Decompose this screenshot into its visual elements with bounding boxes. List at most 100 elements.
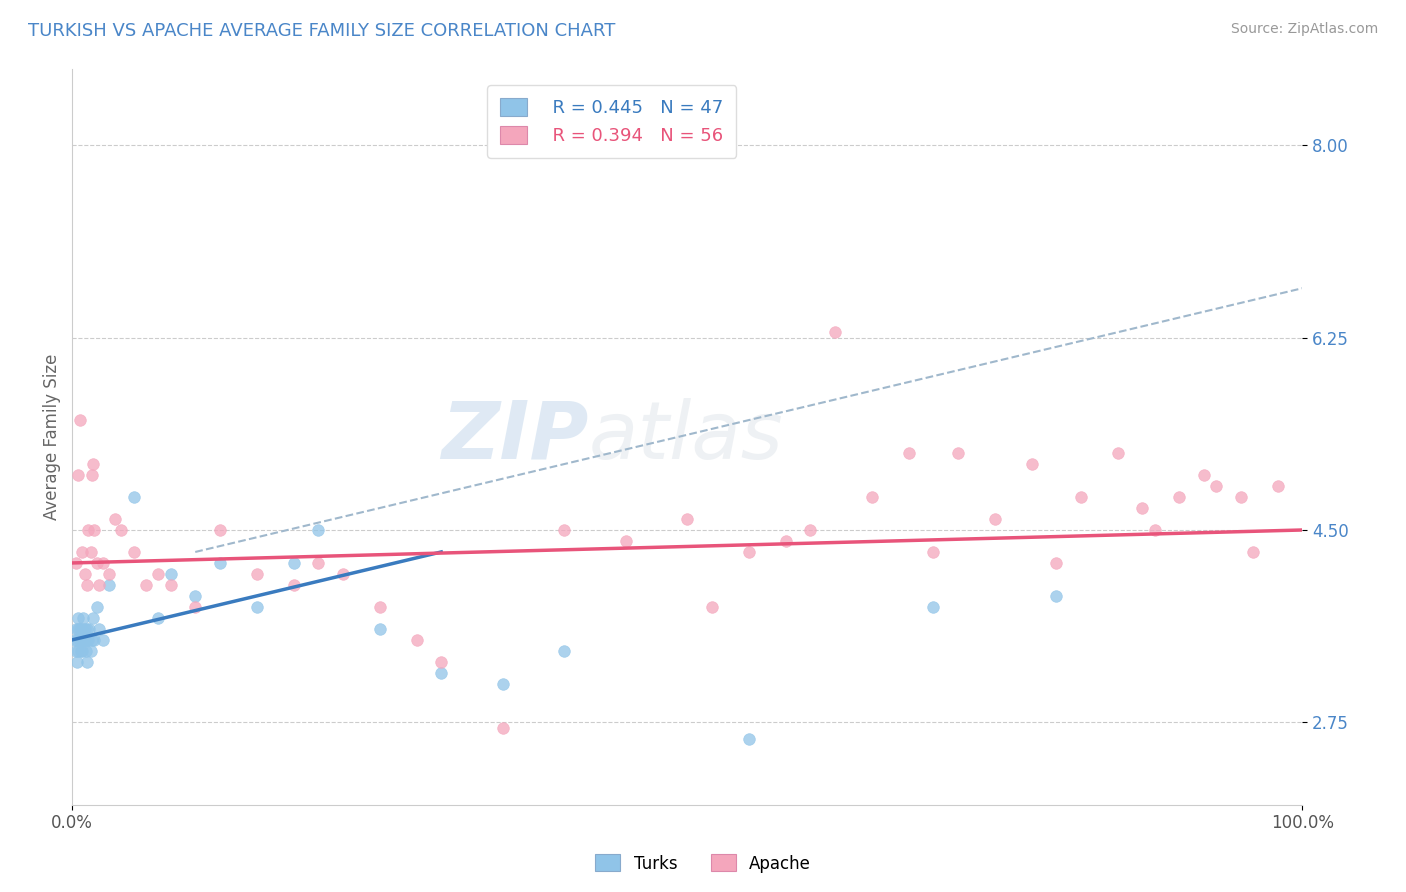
Point [66, 632, 89, 647]
Point [676, 512, 699, 526]
Point [69, 413, 91, 427]
Text: Source: ZipAtlas.com: Source: ZipAtlas.com [1230, 22, 1378, 37]
Point [73, 632, 96, 647]
Point [76, 578, 98, 592]
Point [492, 721, 515, 735]
Point [65, 622, 87, 636]
Point [148, 566, 170, 581]
Text: atlas: atlas [589, 398, 783, 475]
Point [824, 325, 846, 339]
Point [553, 644, 575, 658]
Point [159, 578, 181, 592]
Point [208, 556, 231, 570]
Point [91, 556, 114, 570]
Point [1107, 446, 1129, 460]
Point [91, 632, 114, 647]
Point [66, 655, 89, 669]
Point [614, 533, 637, 548]
Point [72, 632, 94, 647]
Point [283, 556, 305, 570]
Point [775, 533, 797, 548]
Point [82, 457, 104, 471]
Point [69, 632, 91, 647]
Point [65, 556, 87, 570]
Point [89, 578, 111, 592]
Point [98, 566, 121, 581]
Point [69, 644, 91, 658]
Point [368, 599, 391, 614]
Point [67, 468, 90, 483]
Y-axis label: Average Family Size: Average Family Size [44, 353, 60, 520]
Point [63, 632, 86, 647]
Point [430, 655, 453, 669]
Point [1021, 457, 1043, 471]
Point [405, 632, 427, 647]
Point [184, 599, 207, 614]
Point [738, 545, 761, 559]
Point [104, 512, 127, 526]
Point [1192, 468, 1215, 483]
Point [1130, 501, 1153, 516]
Point [86, 556, 108, 570]
Point [1045, 589, 1067, 603]
Point [332, 566, 354, 581]
Point [159, 566, 181, 581]
Point [67, 611, 90, 625]
Point [553, 523, 575, 537]
Point [135, 578, 157, 592]
Point [122, 545, 145, 559]
Point [69, 632, 91, 647]
Point [922, 545, 945, 559]
Point [1205, 479, 1227, 493]
Point [1168, 490, 1191, 504]
Point [307, 523, 329, 537]
Point [983, 512, 1005, 526]
Point [70, 644, 93, 658]
Point [79, 622, 101, 636]
Text: TURKISH VS APACHE AVERAGE FAMILY SIZE CORRELATION CHART: TURKISH VS APACHE AVERAGE FAMILY SIZE CO… [28, 22, 616, 40]
Point [80, 632, 103, 647]
Point [1267, 479, 1289, 493]
Point [65, 644, 87, 658]
Point [208, 523, 231, 537]
Point [148, 611, 170, 625]
Point [67, 622, 90, 636]
Point [1070, 490, 1092, 504]
Text: ZIP: ZIP [441, 398, 589, 475]
Point [1241, 545, 1264, 559]
Point [110, 523, 132, 537]
Point [89, 622, 111, 636]
Point [79, 644, 101, 658]
Point [75, 632, 97, 647]
Legend: Turks, Apache: Turks, Apache [589, 847, 817, 880]
Point [67, 644, 90, 658]
Point [122, 490, 145, 504]
Point [98, 578, 121, 592]
Point [246, 599, 269, 614]
Point [860, 490, 883, 504]
Point [83, 523, 105, 537]
Point [72, 611, 94, 625]
Point [283, 578, 305, 592]
Point [897, 446, 920, 460]
Point [1045, 556, 1067, 570]
Point [77, 632, 100, 647]
Point [86, 599, 108, 614]
Point [73, 622, 96, 636]
Point [80, 468, 103, 483]
Point [70, 545, 93, 559]
Point [1143, 523, 1166, 537]
Point [922, 599, 945, 614]
Point [946, 446, 969, 460]
Point [79, 545, 101, 559]
Point [184, 589, 207, 603]
Point [70, 622, 93, 636]
Point [73, 566, 96, 581]
Point [1229, 490, 1251, 504]
Point [700, 599, 723, 614]
Legend:   R = 0.445   N = 47,   R = 0.394   N = 56: R = 0.445 N = 47, R = 0.394 N = 56 [486, 85, 737, 158]
Point [799, 523, 821, 537]
Point [492, 677, 515, 691]
Point [77, 523, 100, 537]
Point [75, 644, 97, 658]
